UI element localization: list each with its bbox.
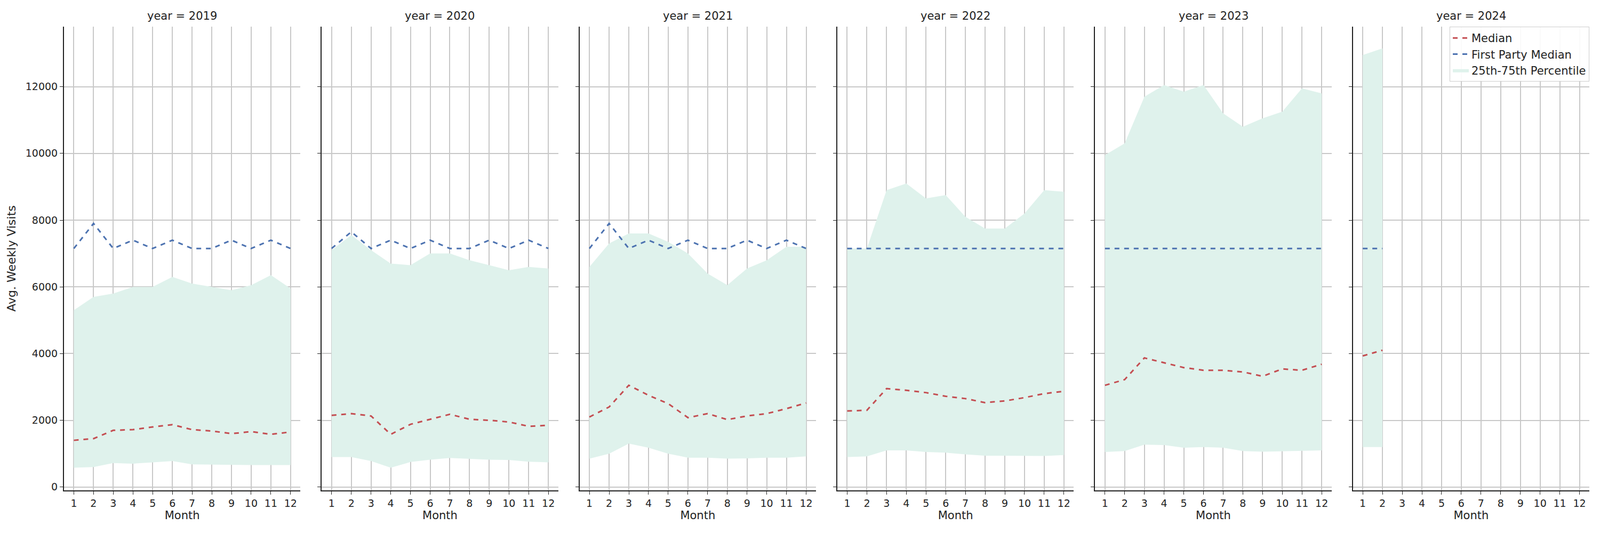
svg-text:2: 2 — [863, 497, 870, 510]
svg-text:2: 2 — [348, 497, 355, 510]
svg-text:Avg. Weekly Visits: Avg. Weekly Visits — [4, 205, 19, 312]
svg-text:12: 12 — [1057, 497, 1071, 510]
svg-text:4000: 4000 — [32, 347, 58, 360]
svg-text:11: 11 — [1553, 497, 1566, 510]
svg-text:12: 12 — [1315, 497, 1328, 510]
svg-text:3: 3 — [1141, 497, 1148, 510]
svg-text:4: 4 — [645, 497, 652, 510]
svg-text:Median: Median — [1471, 32, 1512, 45]
svg-text:2000: 2000 — [32, 414, 58, 427]
svg-text:year = 2024: year = 2024 — [1436, 9, 1507, 23]
svg-text:3: 3 — [109, 497, 117, 510]
svg-text:10: 10 — [502, 497, 516, 510]
svg-text:2: 2 — [1379, 497, 1386, 510]
svg-text:11: 11 — [1037, 497, 1051, 510]
svg-text:7: 7 — [962, 497, 969, 510]
svg-text:year = 2023: year = 2023 — [1178, 9, 1249, 23]
svg-text:year = 2019: year = 2019 — [147, 9, 218, 23]
svg-text:25th-75th Percentile: 25th-75th Percentile — [1471, 64, 1586, 78]
svg-text:7: 7 — [188, 497, 196, 510]
svg-text:1: 1 — [1101, 497, 1109, 510]
svg-text:6: 6 — [1458, 497, 1465, 510]
svg-text:10: 10 — [1018, 497, 1031, 510]
svg-text:8: 8 — [724, 497, 731, 510]
svg-text:3: 3 — [883, 497, 890, 510]
svg-text:8000: 8000 — [32, 214, 58, 227]
svg-text:5: 5 — [1438, 497, 1445, 510]
svg-text:11: 11 — [779, 497, 793, 510]
svg-text:10: 10 — [1275, 497, 1289, 510]
svg-text:Month: Month — [1195, 509, 1231, 523]
svg-text:Month: Month — [680, 509, 716, 523]
svg-text:4: 4 — [1418, 497, 1426, 510]
svg-text:Month: Month — [1453, 509, 1489, 523]
svg-text:year = 2022: year = 2022 — [920, 9, 991, 23]
svg-text:8: 8 — [1497, 497, 1504, 510]
svg-text:5: 5 — [1180, 497, 1188, 510]
svg-text:7: 7 — [704, 497, 711, 510]
svg-text:5: 5 — [665, 497, 672, 510]
svg-text:1: 1 — [586, 497, 593, 510]
svg-text:7: 7 — [1219, 497, 1227, 510]
svg-text:1: 1 — [1359, 497, 1366, 510]
svg-text:8: 8 — [1239, 497, 1246, 510]
svg-text:6: 6 — [942, 497, 949, 510]
svg-text:1: 1 — [843, 497, 851, 510]
svg-text:12: 12 — [284, 497, 298, 510]
svg-text:5: 5 — [149, 497, 156, 510]
svg-text:10: 10 — [1533, 497, 1547, 510]
svg-text:4: 4 — [129, 497, 136, 510]
svg-text:2: 2 — [90, 497, 97, 510]
svg-text:4: 4 — [387, 497, 395, 510]
svg-text:6: 6 — [169, 497, 176, 510]
svg-text:First Party Median: First Party Median — [1471, 48, 1572, 62]
svg-text:11: 11 — [264, 497, 278, 510]
svg-text:12000: 12000 — [25, 80, 58, 93]
svg-text:1: 1 — [70, 497, 77, 510]
svg-text:9: 9 — [228, 497, 235, 510]
svg-text:year = 2020: year = 2020 — [404, 9, 475, 23]
svg-text:year = 2021: year = 2021 — [662, 9, 733, 23]
svg-text:3: 3 — [1398, 497, 1406, 510]
svg-text:5: 5 — [407, 497, 414, 510]
svg-text:3: 3 — [368, 497, 375, 510]
svg-text:10000: 10000 — [25, 147, 58, 159]
svg-text:9: 9 — [485, 497, 493, 510]
svg-text:10: 10 — [244, 497, 258, 510]
svg-text:0: 0 — [51, 481, 58, 493]
svg-text:3: 3 — [625, 497, 632, 510]
svg-text:2: 2 — [1121, 497, 1128, 510]
svg-text:9: 9 — [1001, 497, 1008, 510]
svg-text:Month: Month — [422, 509, 458, 523]
svg-text:2: 2 — [605, 497, 613, 510]
svg-text:6: 6 — [426, 497, 434, 510]
svg-text:4: 4 — [902, 497, 910, 510]
svg-text:12: 12 — [541, 497, 555, 510]
svg-text:4: 4 — [1161, 497, 1168, 510]
svg-text:8: 8 — [981, 497, 989, 510]
svg-text:11: 11 — [1295, 497, 1309, 510]
svg-text:6: 6 — [1200, 497, 1207, 510]
svg-text:Month: Month — [164, 509, 200, 523]
svg-text:10: 10 — [760, 497, 774, 510]
svg-text:6: 6 — [684, 497, 692, 510]
svg-text:12: 12 — [799, 497, 813, 510]
svg-text:9: 9 — [1517, 497, 1524, 510]
svg-text:9: 9 — [744, 497, 751, 510]
svg-text:Month: Month — [938, 509, 974, 523]
svg-text:1: 1 — [328, 497, 335, 510]
svg-text:7: 7 — [1477, 497, 1485, 510]
svg-text:8: 8 — [466, 497, 473, 510]
svg-text:5: 5 — [922, 497, 930, 510]
svg-text:11: 11 — [522, 497, 535, 510]
svg-text:12: 12 — [1572, 497, 1586, 510]
svg-text:6000: 6000 — [32, 281, 58, 293]
svg-text:9: 9 — [1259, 497, 1266, 510]
svg-text:8: 8 — [208, 497, 215, 510]
svg-text:7: 7 — [446, 497, 453, 510]
